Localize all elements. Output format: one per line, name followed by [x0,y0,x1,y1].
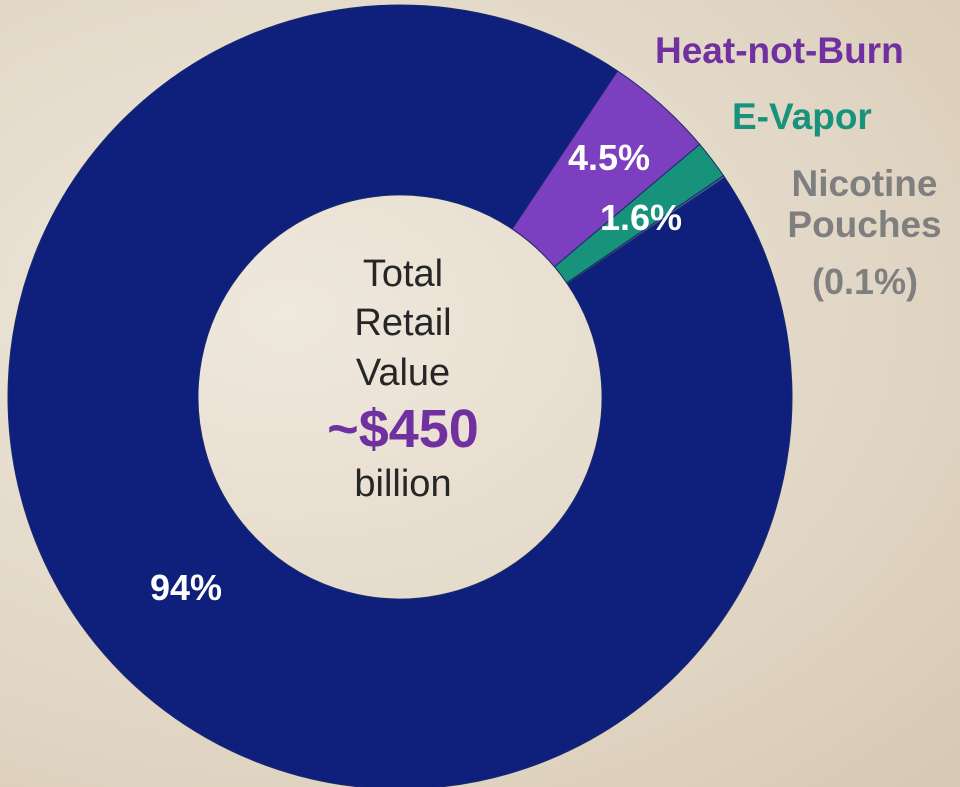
donut-segment [7,4,793,787]
center-label: Total Retail Value [354,253,452,394]
value-label: 94% [150,567,223,608]
value-label: (0.1%) [811,261,919,302]
value-label: 1.6% [600,197,683,238]
category-label: E-Vapor [732,96,872,137]
category-label: Nicotine Pouches [787,163,942,246]
center-value: ~$450 [327,399,479,460]
value-label: 4.5% [568,137,651,178]
center-unit: billion [354,463,452,506]
category-label: Heat-not-Burn [655,30,904,71]
center-text: Total Retail Value ~$450 billion [303,250,503,510]
